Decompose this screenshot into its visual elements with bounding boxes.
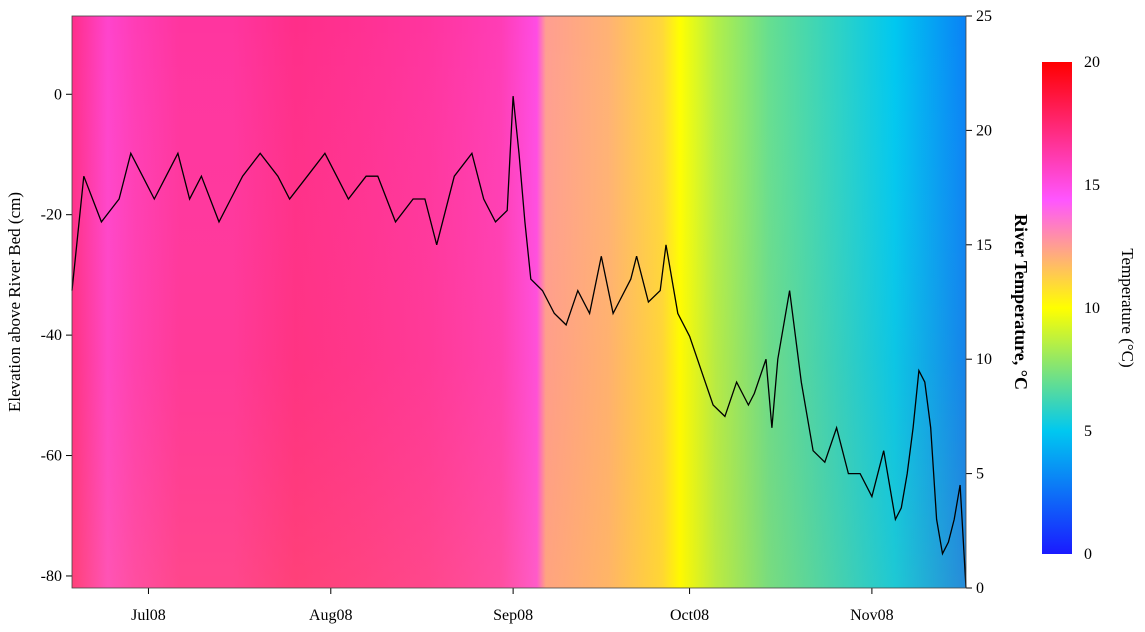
right-tick-label: 25 [976, 8, 992, 25]
left-tick-label: -60 [41, 448, 62, 465]
right-tick-label: 15 [976, 237, 992, 254]
colorbar-tick-label: 20 [1084, 54, 1100, 71]
colorbar-tick-label: 10 [1084, 300, 1100, 317]
x-tick-label: Jul08 [131, 607, 166, 624]
x-axis: Jul08 Aug08 Sep08 Oct08 Nov08 [131, 588, 894, 624]
left-tick-label: 0 [54, 86, 62, 103]
colorbar-tick-label: 0 [1084, 546, 1092, 563]
left-tick-label: -80 [41, 568, 62, 585]
x-tick-label: Nov08 [850, 607, 894, 624]
colorbar-tick-label: 5 [1084, 423, 1092, 440]
right-tick-label: 5 [976, 466, 984, 483]
x-tick-label: Oct08 [670, 607, 709, 624]
right-tick-label: 0 [976, 580, 984, 597]
right-axis: 0 5 10 15 20 25 [966, 8, 992, 597]
colorbar [1042, 62, 1072, 554]
colorbar-title: Temperature (°C) [1118, 248, 1137, 367]
left-axis-title: Elevation above River Bed (cm) [5, 192, 24, 412]
left-tick-label: -40 [41, 327, 62, 344]
plot-frame [71, 15, 967, 589]
colorbar-gradient [1042, 62, 1072, 554]
colorbar-tick-label: 15 [1084, 177, 1100, 194]
x-tick-label: Sep08 [493, 607, 533, 624]
left-axis: 0 -20 -40 -60 -80 [41, 86, 72, 585]
river-temperature-line [71, 96, 967, 589]
heatmap [72, 16, 966, 588]
right-tick-label: 10 [976, 351, 992, 368]
right-tick-label: 20 [976, 122, 992, 139]
heatmap-depth-overlay [72, 16, 966, 588]
x-tick-label: Aug08 [309, 607, 353, 624]
left-tick-label: -20 [41, 207, 62, 224]
colorbar-ticks: 0 5 10 15 20 [1084, 54, 1100, 563]
right-axis-title: River Temperature, °C [1011, 214, 1031, 390]
